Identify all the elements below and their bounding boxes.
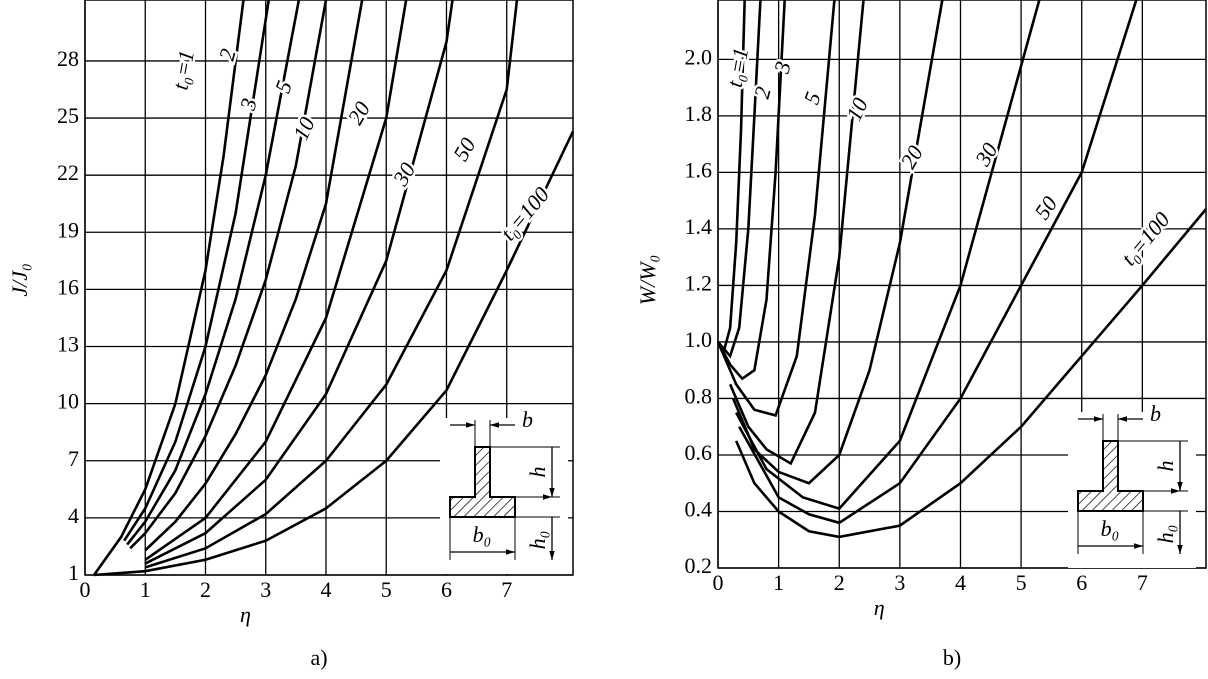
plot-frame	[84, 0, 574, 576]
x-tick-label: 4	[955, 570, 966, 595]
curve	[716, 0, 786, 381]
y-tick-label: 1.6	[685, 157, 713, 182]
curve	[144, 0, 408, 561]
curve	[92, 0, 245, 576]
x-tick-label: 2	[834, 570, 845, 595]
x-axis-label: η	[240, 602, 251, 627]
curve-label: 50	[448, 133, 481, 165]
curve	[144, 0, 519, 569]
curve-label: 5	[798, 89, 825, 108]
curve-label: t₀=100	[495, 182, 554, 245]
curve	[144, 0, 364, 552]
inset-label: h	[1153, 461, 1178, 472]
y-tick-label: 1.4	[685, 214, 713, 239]
x-tick-label: 7	[1137, 570, 1148, 595]
x-tick-label: 2	[200, 577, 211, 602]
curve	[123, 0, 271, 542]
curve-label: t₀=1	[167, 48, 198, 91]
x-tick-label: 5	[1016, 570, 1027, 595]
y-axis-label: J/J₀	[7, 263, 32, 296]
x-tick-label: 4	[320, 577, 331, 602]
section-inset: b h b₀ h₀	[1068, 401, 1196, 568]
curve	[717, 0, 762, 359]
curve	[738, 0, 1138, 525]
curve	[734, 208, 1207, 539]
inset-label: h₀	[525, 531, 550, 550]
curve-label: 20	[342, 97, 375, 129]
x-tick-label: 6	[1076, 570, 1087, 595]
section-inset: b h b₀ h₀	[440, 407, 568, 574]
curve-label: 10	[841, 94, 873, 125]
inset-label: b	[522, 407, 533, 432]
x-tick-label: 3	[894, 570, 905, 595]
y-tick-label: 1.2	[685, 270, 713, 295]
curve	[728, 0, 865, 466]
curve-label: 30	[969, 138, 1002, 170]
curve-label: t₀=100	[1116, 207, 1175, 270]
x-tick-label: 3	[260, 577, 271, 602]
y-tick-label: 0.6	[685, 440, 713, 465]
y-tick-label: 1	[68, 560, 79, 585]
y-tick-label: 1.0	[685, 327, 713, 352]
y-tick-label: 0.2	[685, 553, 713, 578]
x-tick-label: 1	[140, 577, 151, 602]
y-tick-label: 2.0	[685, 44, 713, 69]
t-section	[1077, 440, 1144, 512]
x-tick-label: 5	[381, 577, 392, 602]
inset-label: h₀	[1153, 525, 1178, 544]
y-tick-label: 0.4	[685, 497, 713, 522]
curve-label: 3	[235, 96, 262, 114]
t-section	[449, 446, 516, 518]
curve	[735, 0, 1041, 511]
y-tick-label: 25	[57, 103, 79, 128]
inset-label: b₀	[473, 522, 492, 547]
y-tick-label: 19	[57, 217, 79, 242]
panel-label: b)	[943, 645, 961, 670]
curve	[126, 0, 301, 546]
y-tick-label: 0.8	[685, 383, 713, 408]
plot-frame	[717, 0, 1207, 569]
x-tick-label: 0	[713, 570, 724, 595]
inset-label: b	[1150, 401, 1161, 426]
inset-label: b₀	[1101, 516, 1120, 541]
y-tick-label: 4	[68, 503, 79, 528]
curve-label: 30	[387, 158, 420, 190]
panel-label: a)	[310, 645, 327, 670]
inset-label: h	[525, 467, 550, 478]
curve	[129, 0, 328, 550]
curve	[144, 0, 454, 565]
x-tick-label: 1	[773, 570, 784, 595]
curve-label: t₀=1	[722, 46, 753, 89]
y-tick-label: 10	[57, 389, 79, 414]
x-tick-label: 6	[441, 577, 452, 602]
y-tick-label: 7	[68, 446, 79, 471]
y-tick-label: 1.8	[685, 101, 713, 126]
y-tick-label: 22	[57, 160, 79, 185]
curve-label: 2	[749, 84, 776, 101]
x-tick-label: 0	[80, 577, 91, 602]
y-tick-label: 16	[57, 274, 79, 299]
y-axis-label: W/W₀	[635, 255, 660, 305]
x-axis-label: η	[874, 595, 885, 620]
curve	[93, 130, 575, 577]
y-tick-label: 28	[57, 46, 79, 71]
y-tick-label: 13	[57, 332, 79, 357]
x-tick-label: 7	[501, 577, 512, 602]
curve	[716, 0, 836, 417]
